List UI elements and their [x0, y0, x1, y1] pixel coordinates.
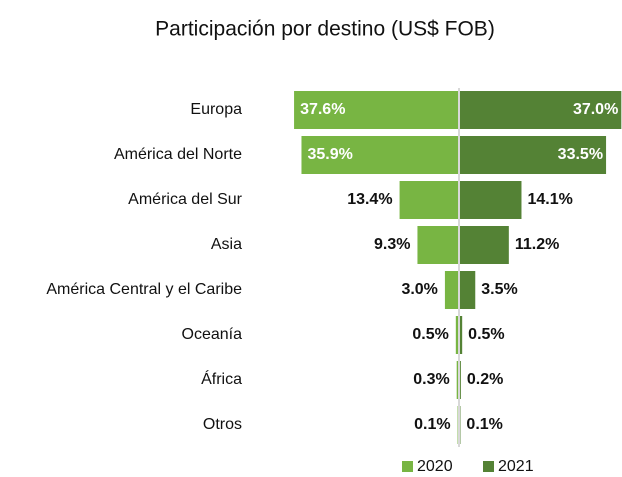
- bar: [460, 361, 461, 399]
- value-label: 9.3%: [374, 236, 410, 253]
- value-label: 0.1%: [414, 416, 450, 433]
- bar: [460, 271, 476, 309]
- bar: [460, 181, 522, 219]
- category-label: Europa: [190, 101, 242, 118]
- category-label: América del Norte: [114, 146, 242, 163]
- value-label: 0.3%: [413, 371, 449, 388]
- value-label: 0.2%: [467, 371, 503, 388]
- category-label: Otros: [203, 416, 242, 433]
- bar: [456, 361, 458, 399]
- value-label: 11.2%: [515, 236, 559, 253]
- value-label: 3.5%: [481, 281, 517, 298]
- value-label: 35.9%: [307, 146, 352, 163]
- value-label: 37.0%: [573, 101, 618, 118]
- bar: [301, 136, 458, 174]
- value-label: 3.0%: [401, 281, 437, 298]
- bar: [460, 316, 463, 354]
- value-label: 13.4%: [347, 191, 392, 208]
- category-label: América del Sur: [128, 191, 242, 208]
- bar: [417, 226, 458, 264]
- legend-swatch: [483, 461, 494, 472]
- bar: [460, 91, 622, 129]
- legend-label: 2020: [417, 458, 453, 475]
- value-label: 0.5%: [412, 326, 448, 343]
- value-label: 37.6%: [300, 101, 345, 118]
- category-label: Asia: [211, 236, 242, 253]
- category-label: África: [201, 369, 242, 388]
- bar: [399, 181, 458, 219]
- bar: [460, 136, 607, 174]
- legend-label: 2021: [498, 458, 534, 475]
- bar: [455, 316, 458, 354]
- value-label: 0.5%: [468, 326, 504, 343]
- bar: [444, 271, 458, 309]
- legend-swatch: [402, 461, 413, 472]
- value-label: 33.5%: [558, 146, 603, 163]
- category-label: Oceanía: [182, 326, 243, 343]
- value-label: 0.1%: [466, 416, 502, 433]
- bar: [294, 91, 458, 129]
- bar: [460, 226, 509, 264]
- category-label: América Central y el Caribe: [46, 281, 242, 298]
- chart-title: Participación por destino (US$ FOB): [155, 18, 495, 41]
- value-label: 14.1%: [527, 191, 572, 208]
